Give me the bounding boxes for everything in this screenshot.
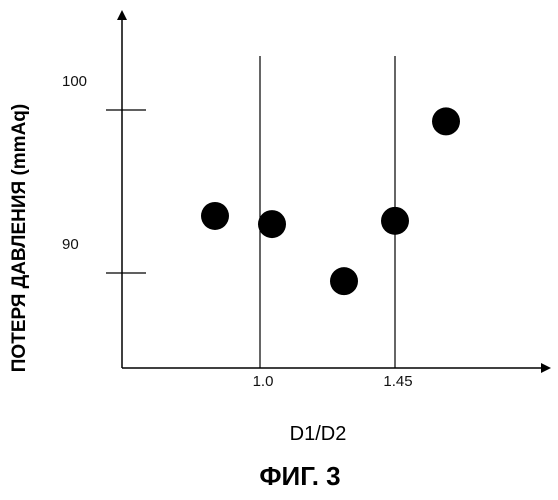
x-tick-label: 1.45 [383, 373, 412, 390]
figure-caption: ФИГ. 3 [259, 461, 340, 491]
data-point [432, 107, 460, 135]
x-tick-label: 1.0 [253, 373, 274, 390]
data-point [258, 210, 286, 238]
axes [117, 10, 551, 373]
x-axis-arrow [541, 363, 551, 373]
reference-lines [260, 56, 395, 368]
ticks: 100 90 1.0 1.45 [62, 73, 413, 390]
y-axis-arrow [117, 10, 127, 20]
y-tick-label: 90 [62, 236, 79, 253]
data-point [330, 267, 358, 295]
data-point [381, 207, 409, 235]
data-points [201, 107, 460, 295]
data-point [201, 202, 229, 230]
y-tick-label: 100 [62, 73, 87, 90]
y-axis-label: ПОТЕРЯ ДАВЛЕНИЯ (mmAq) [9, 104, 30, 372]
x-axis-label: D1/D2 [290, 423, 347, 445]
